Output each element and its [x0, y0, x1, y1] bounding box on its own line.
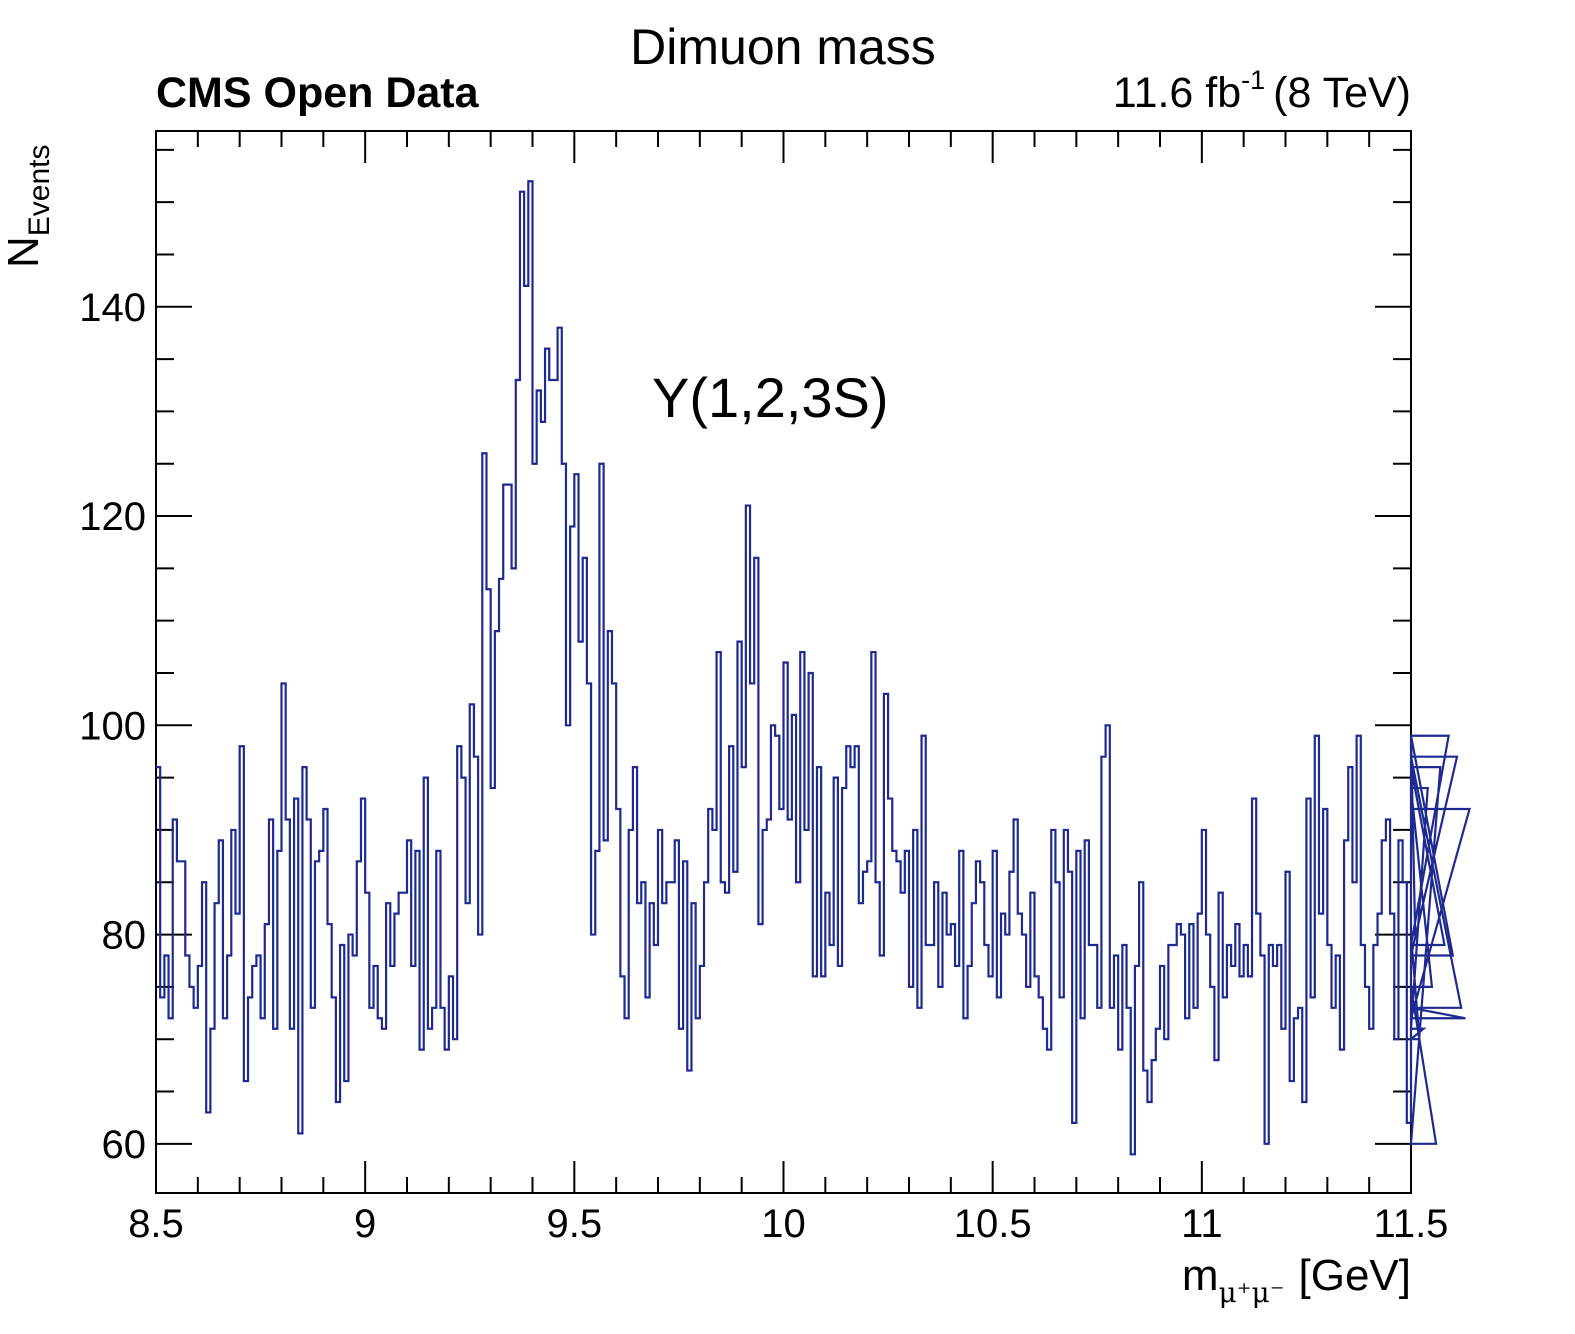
luminosity-energy: (8 TeV)	[1273, 69, 1411, 117]
x-tick-label: 9.5	[547, 1202, 603, 1246]
x-tick-label: 9	[354, 1202, 376, 1246]
experiment-label: CMS Open Data	[156, 69, 480, 117]
y-tick-label: 100	[79, 704, 146, 748]
x-tick-label: 11.5	[1374, 1202, 1449, 1246]
x-tick-label: 8.5	[128, 1202, 184, 1246]
x-axis-label-unit: [GeV]	[1299, 1251, 1412, 1300]
y-tick-label: 60	[102, 1123, 147, 1167]
luminosity-label: 11.6 fb-1 (8 TeV)	[1113, 65, 1411, 117]
y-axis-label-subscript: Events	[23, 145, 56, 237]
x-tick-label: 10.5	[954, 1202, 1032, 1246]
y-tick-label: 140	[79, 286, 146, 330]
x-tick-label: 11	[1181, 1202, 1223, 1246]
x-axis-ticks	[155, 131, 1412, 1193]
upsilon-annotation: Υ(1,2,3S)	[652, 366, 889, 429]
luminosity-value: 11.6 fb	[1113, 69, 1241, 117]
x-axis-label-base: m	[1182, 1251, 1219, 1300]
x-tick-label: 10	[761, 1202, 806, 1246]
y-axis-label-base: N	[0, 236, 48, 268]
y-axis-tick-labels: 60 80 100 120 140	[79, 286, 146, 1167]
x-axis-label-subscript: μ⁺μ⁻	[1219, 1276, 1285, 1309]
x-axis-label: mμ⁺μ⁻ [GeV]	[1182, 1251, 1411, 1309]
y-tick-label: 120	[79, 495, 146, 539]
y-axis-label: NEvents	[0, 145, 56, 269]
chart-title: Dimuon mass	[630, 19, 936, 75]
chart-header: Dimuon mass CMS Open Data 11.6 fb-1 (8 Te…	[156, 19, 1411, 117]
histogram-series-line	[156, 180, 1472, 1156]
y-axis-ticks	[156, 148, 1411, 1145]
luminosity-exponent: -1	[1241, 65, 1265, 95]
y-tick-label: 80	[102, 914, 147, 958]
x-axis-tick-labels: 8.5 9 9.5 10 10.5 11 11.5	[128, 1202, 1448, 1246]
